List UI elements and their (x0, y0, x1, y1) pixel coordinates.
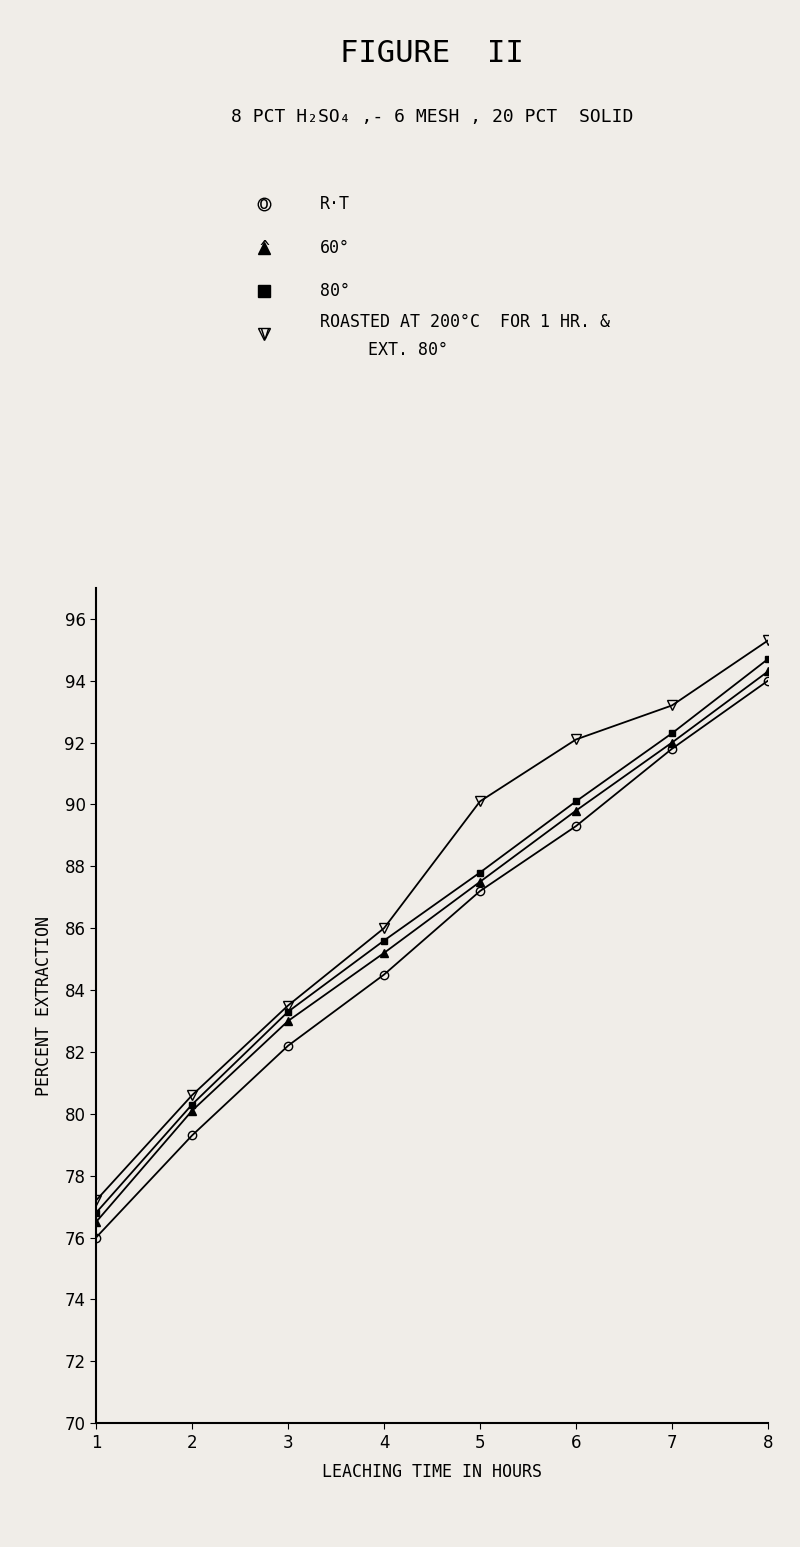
Text: o: o (259, 195, 269, 213)
Text: 8 PCT H₂SO₄ ,- 6 MESH , 20 PCT  SOLID: 8 PCT H₂SO₄ ,- 6 MESH , 20 PCT SOLID (231, 108, 633, 127)
Text: 80°: 80° (320, 282, 350, 300)
Text: 60°: 60° (320, 238, 350, 257)
Text: ^: ^ (259, 238, 269, 257)
Text: R·T: R·T (320, 195, 350, 213)
Text: v: v (259, 325, 269, 343)
Text: ROASTED AT 200°C  FOR 1 HR. &: ROASTED AT 200°C FOR 1 HR. & (320, 312, 610, 331)
Y-axis label: PERCENT EXTRACTION: PERCENT EXTRACTION (35, 916, 54, 1095)
Text: s: s (259, 282, 269, 300)
X-axis label: LEACHING TIME IN HOURS: LEACHING TIME IN HOURS (322, 1463, 542, 1480)
Text: EXT. 80°: EXT. 80° (368, 340, 448, 359)
Text: FIGURE  II: FIGURE II (340, 39, 524, 68)
